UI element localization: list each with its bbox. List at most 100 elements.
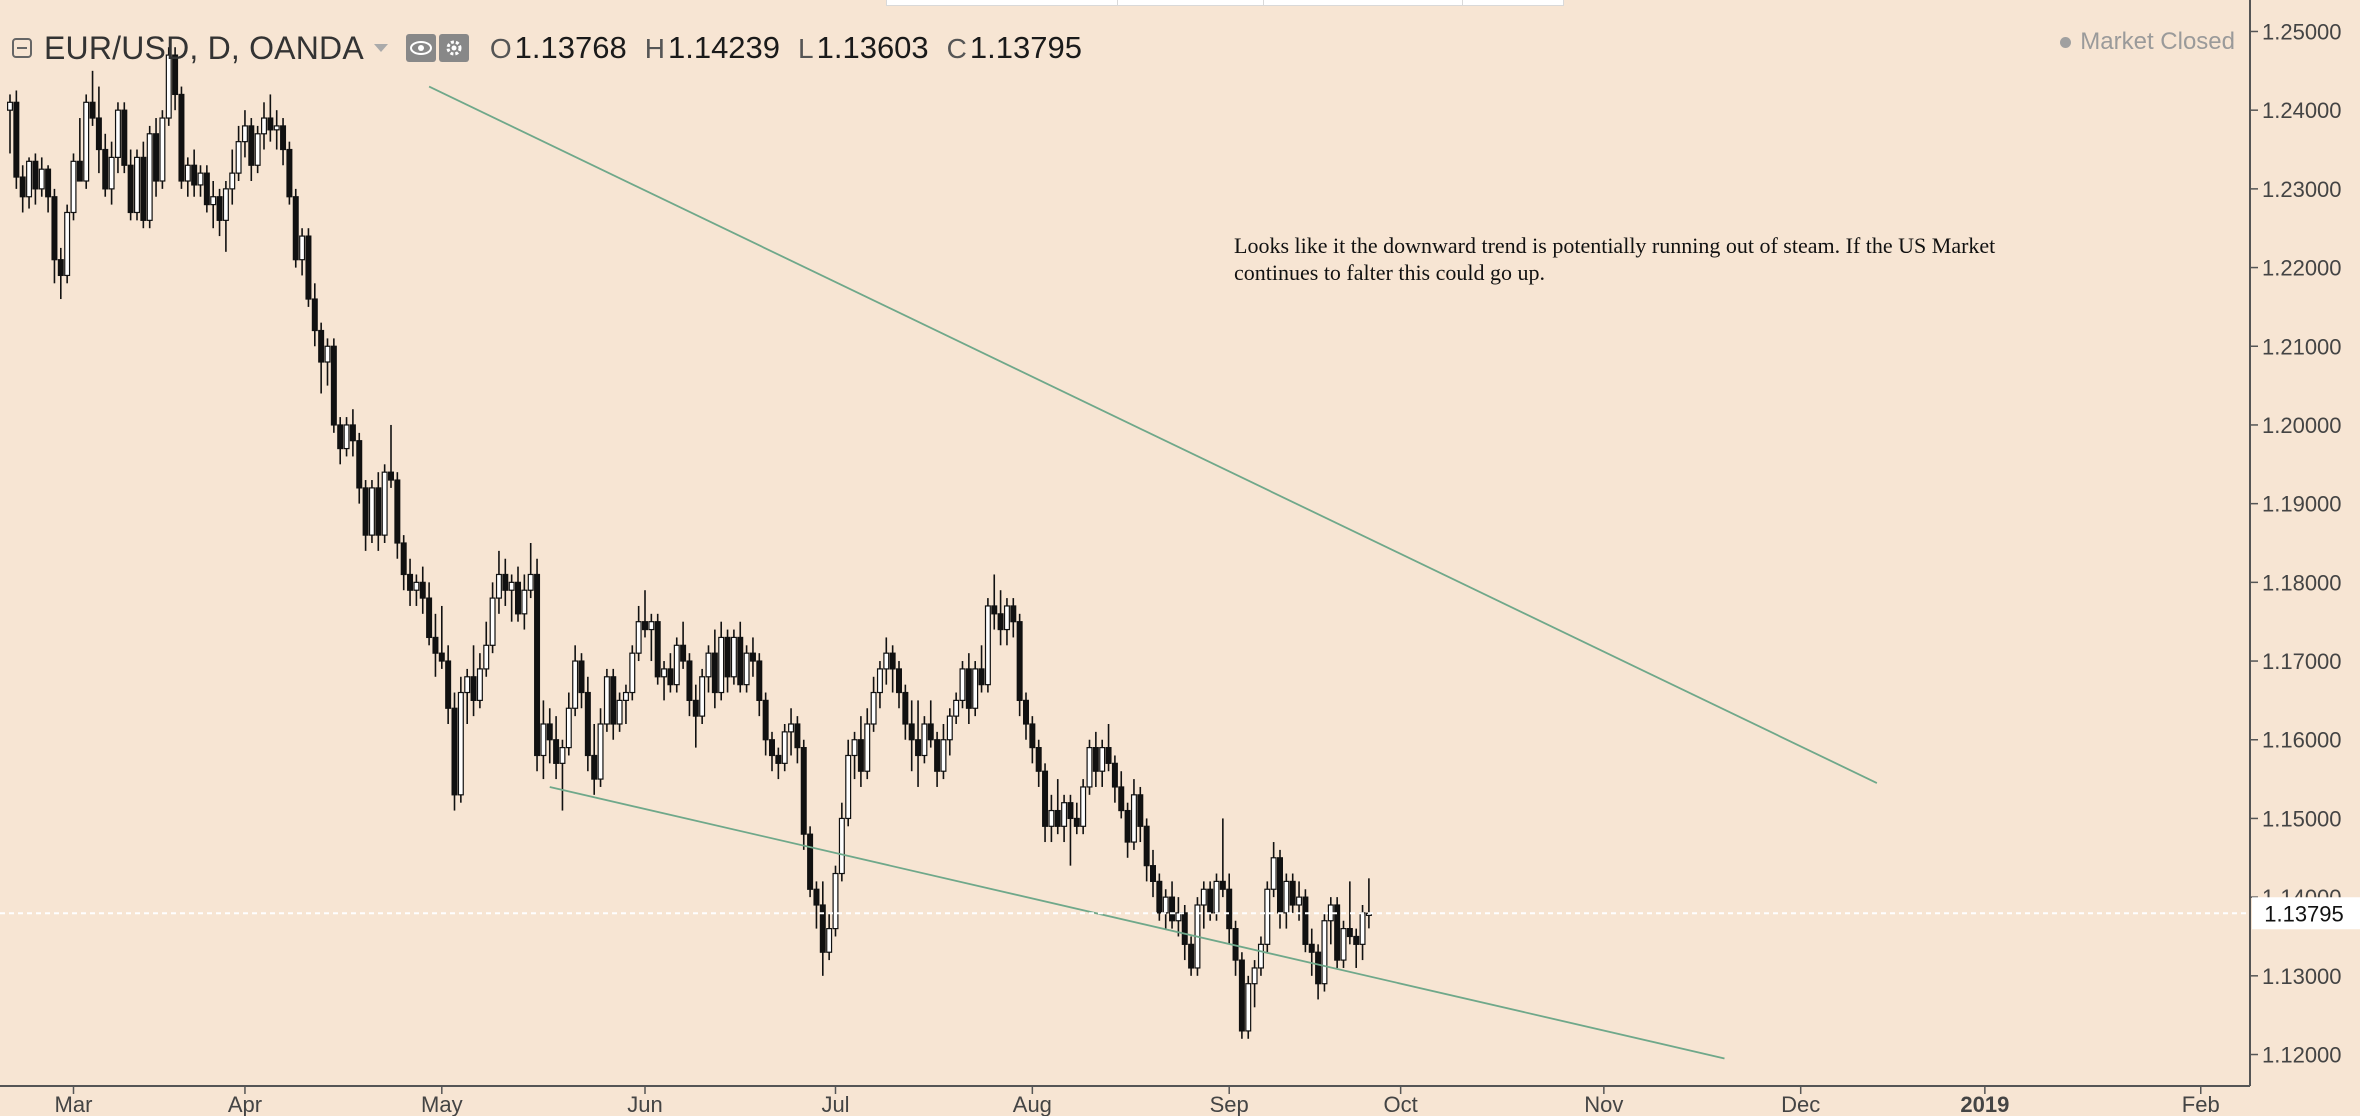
- symbol-title[interactable]: EUR/USD, D, OANDA: [44, 29, 364, 66]
- candle-body-down: [1289, 880, 1296, 906]
- time-axis[interactable]: Mar Apr May Jun Jul Aug Sep Oct Nov Dec 2019 Feb: [55, 1086, 2220, 1116]
- candle: [89, 70, 96, 126]
- price-axis[interactable]: 1.25000 1.24000 1.23000 1.22000 1.21000 1.200…: [2250, 19, 2342, 1068]
- candle-body-up: [235, 141, 242, 174]
- candle: [934, 731, 941, 787]
- last-price-label: 1.13795: [2264, 901, 2344, 926]
- eye-icon[interactable]: [405, 34, 436, 62]
- candle: [572, 645, 579, 717]
- candle: [381, 464, 388, 543]
- candle: [692, 684, 699, 748]
- candle-body-down: [57, 259, 64, 277]
- candle-body-down: [330, 345, 337, 426]
- candle-body-down: [1067, 802, 1074, 820]
- candle: [870, 676, 877, 732]
- candle: [534, 558, 541, 772]
- candle: [1111, 755, 1118, 803]
- market-status: Market Closed: [2060, 28, 2235, 56]
- candle: [1048, 794, 1055, 843]
- chevron-down-icon[interactable]: [373, 44, 388, 52]
- candle-body-down: [965, 668, 972, 709]
- candle-body-down: [762, 699, 769, 741]
- candle-body-up: [635, 621, 642, 654]
- candle: [343, 417, 350, 457]
- candle-body-down: [375, 487, 382, 536]
- candle-body-up: [540, 723, 547, 757]
- candle: [235, 125, 242, 181]
- time-tick-label: Apr: [228, 1092, 262, 1116]
- candle-body-down: [13, 101, 20, 178]
- price-tick-label: 1.25000: [2262, 19, 2342, 44]
- candle: [800, 739, 807, 850]
- candle-body-up: [1340, 928, 1347, 961]
- candle: [292, 188, 299, 268]
- candle-body-down: [1207, 888, 1214, 914]
- candle: [1238, 952, 1245, 1039]
- candle-body-up: [870, 691, 877, 725]
- candle-body-up: [146, 133, 153, 221]
- candle-body-down: [76, 160, 83, 182]
- candle: [26, 157, 33, 209]
- candle: [400, 535, 407, 591]
- candle-body-down: [407, 573, 414, 591]
- candle: [1118, 771, 1125, 819]
- candle-body-down: [1029, 723, 1036, 749]
- candle-body-down: [1137, 794, 1144, 827]
- candle-body-down: [1346, 928, 1353, 938]
- candle-body-down: [1073, 817, 1080, 827]
- text-annotation[interactable]: Looks like it the downward trend is pote…: [1234, 233, 1996, 285]
- candle-body-down: [388, 471, 395, 481]
- candle: [470, 645, 477, 717]
- candle: [603, 668, 610, 732]
- candle: [711, 629, 718, 709]
- candle-body-up: [972, 668, 979, 709]
- candle-body-up: [108, 156, 115, 190]
- candle-body-down: [311, 298, 318, 332]
- candle-body-up: [622, 691, 629, 701]
- candle-body-up: [1162, 896, 1169, 914]
- candle: [57, 247, 64, 300]
- candle-body-up: [1283, 880, 1290, 914]
- candle-body-up: [483, 644, 490, 670]
- candle: [718, 621, 725, 701]
- candle-body-down: [356, 440, 363, 489]
- candle-body-up: [597, 723, 604, 780]
- candle-body-down: [318, 329, 325, 363]
- candle-body-down: [1181, 912, 1188, 945]
- candle: [45, 165, 52, 213]
- time-tick-label: Sep: [1210, 1092, 1249, 1116]
- candle: [95, 86, 102, 174]
- candle: [724, 629, 731, 693]
- candle-body-up: [629, 652, 636, 694]
- time-tick-label: Mar: [55, 1092, 93, 1116]
- candle: [1149, 849, 1156, 898]
- candle-body-down: [800, 747, 807, 835]
- candle: [451, 692, 458, 811]
- status-dot-icon: [2060, 36, 2072, 48]
- candle: [1346, 881, 1353, 945]
- close-key: C: [946, 33, 967, 64]
- candle: [578, 653, 585, 709]
- candle: [883, 637, 890, 685]
- candle: [267, 94, 274, 142]
- candle-body-down: [432, 636, 439, 654]
- price-tick-label: 1.16000: [2262, 728, 2342, 753]
- open-key: O: [489, 33, 512, 64]
- gear-icon[interactable]: [438, 34, 469, 62]
- candle-body-down: [349, 424, 356, 442]
- candle: [1175, 897, 1182, 937]
- candle-body-up: [781, 731, 788, 764]
- candle-body-down: [1188, 943, 1195, 969]
- candle-body-down: [203, 172, 210, 206]
- candle: [857, 716, 864, 787]
- candle-body-down: [95, 117, 102, 151]
- candle-body-up: [1048, 809, 1055, 827]
- candle: [495, 550, 502, 614]
- candle: [559, 739, 566, 811]
- candle: [654, 613, 661, 685]
- candle-body-down: [1092, 747, 1099, 772]
- collapse-legend-icon[interactable]: [12, 38, 32, 58]
- candle-body-up: [165, 54, 172, 119]
- trendline: [549, 786, 1725, 1060]
- time-tick-label: Feb: [2182, 1092, 2220, 1116]
